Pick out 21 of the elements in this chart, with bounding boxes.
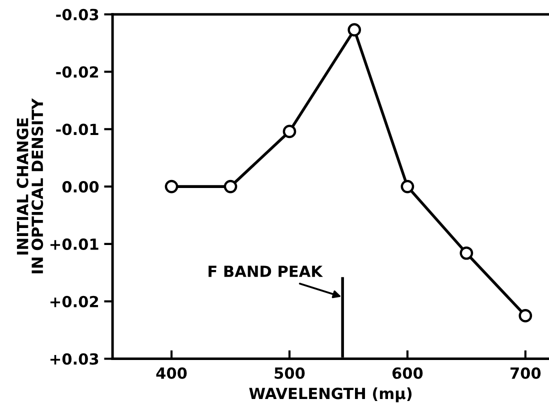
- point: [282, 124, 296, 138]
- x-tick-label: 500: [274, 367, 305, 379]
- x-axis-title: WAVELENGTH (mμ): [249, 387, 412, 402]
- y-tick-label: +0.03: [50, 353, 98, 365]
- y-axis-title: INITIAL CHANGE IN OPTICAL DENSITY: [16, 98, 44, 274]
- y-tick-label: +0.01: [50, 238, 98, 250]
- y-tick-label: -0.03: [56, 8, 98, 20]
- ref-line-label: F BAND PEAK: [208, 266, 323, 277]
- point: [400, 180, 414, 194]
- point: [164, 180, 178, 194]
- point: [224, 180, 238, 194]
- y-tick-label: +0.02: [50, 296, 98, 308]
- y-tick-label: -0.01: [56, 124, 98, 136]
- y-tick-label: 0.00: [62, 181, 99, 193]
- point: [348, 23, 362, 37]
- x-tick-label: 600: [392, 367, 423, 379]
- y-tick-label: -0.02: [56, 66, 98, 78]
- x-tick-label: 700: [510, 367, 541, 379]
- point: [518, 309, 532, 322]
- x-tick-label: 400: [156, 367, 187, 379]
- point: [460, 246, 474, 260]
